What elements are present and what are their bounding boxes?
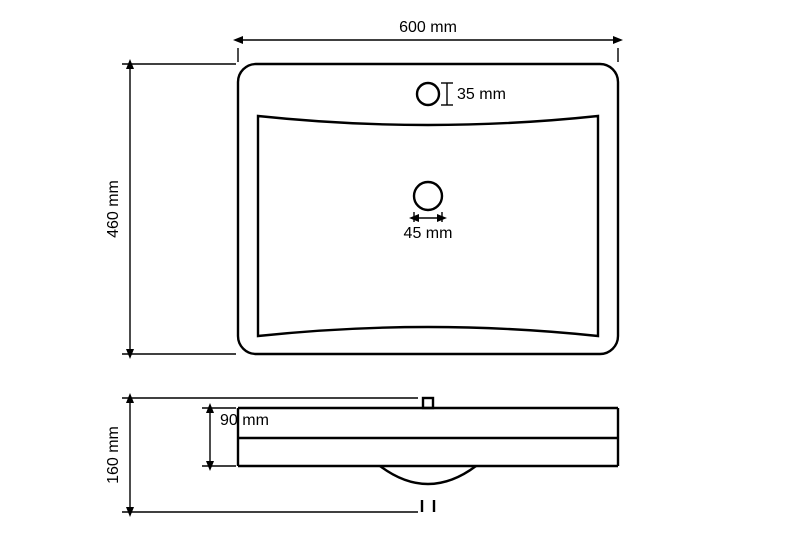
dim-width-label: 600 mm (399, 19, 457, 36)
dim-90-label: 90 mm (220, 412, 269, 429)
dim-height-label: 460 mm (105, 180, 122, 238)
drain-hole (414, 182, 442, 210)
dim-tap-label: 35 mm (457, 86, 506, 103)
dim-drain-label: 45 mm (404, 225, 453, 242)
tap-hole (417, 83, 439, 105)
underbowl-curve (380, 466, 476, 484)
dim-160-label: 160 mm (105, 426, 122, 484)
faucet-stub (423, 398, 433, 408)
